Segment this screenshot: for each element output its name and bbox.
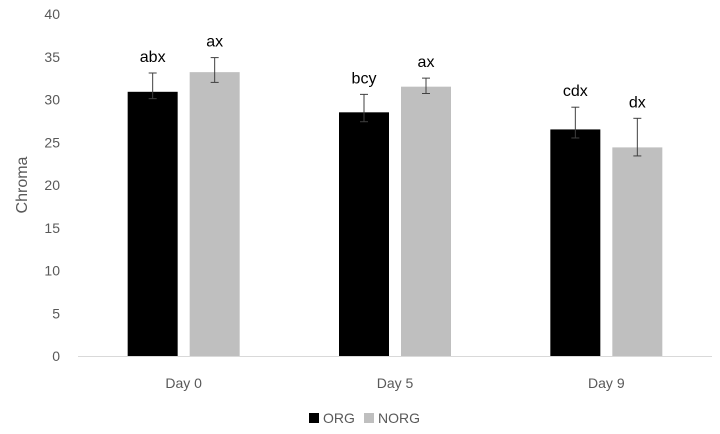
bar-norg-day-5 — [401, 86, 451, 357]
bar-org-day-0 — [127, 91, 178, 357]
y-tick-label: 5 — [52, 305, 60, 321]
error-bar — [633, 117, 642, 157]
error-bar — [571, 106, 580, 139]
y-axis-title: Chroma — [14, 156, 31, 213]
error-bars-group — [148, 57, 642, 157]
y-tick-label: 35 — [44, 49, 60, 65]
significance-label: dx — [629, 94, 646, 111]
legend-swatch-org — [309, 413, 319, 423]
significance-label: ax — [206, 34, 223, 51]
y-tick-label: 30 — [44, 92, 60, 108]
y-tick-label: 40 — [44, 6, 60, 22]
y-tick-label: 20 — [44, 177, 60, 193]
y-tick-label: 0 — [52, 348, 60, 364]
y-tick-label: 15 — [44, 220, 60, 236]
bar-norg-day-9 — [612, 147, 663, 356]
error-bar — [148, 72, 157, 100]
legend: ORG NORG — [309, 410, 420, 426]
bar-norg-day-0 — [189, 72, 240, 356]
significance-label: bcy — [352, 70, 377, 87]
bar-org-day-5 — [339, 112, 389, 356]
error-bar — [422, 77, 430, 95]
significance-label: abx — [140, 49, 166, 66]
y-tick-labels: 0 5 10 15 20 25 30 35 40 — [44, 6, 60, 364]
data-labels-group: abx ax bcy ax cdx dx — [140, 34, 646, 112]
x-tick-labels: Day 0 Day 5 Day 9 — [165, 375, 624, 391]
y-tick-label: 10 — [44, 263, 60, 279]
bars-group — [127, 72, 663, 357]
bar-org-day-9 — [550, 129, 601, 356]
x-tick-label: Day 0 — [165, 375, 202, 391]
error-bar — [360, 93, 368, 123]
significance-label: cdx — [563, 83, 588, 100]
x-tick-label: Day 9 — [588, 375, 625, 391]
significance-label: ax — [418, 54, 435, 71]
legend-label-org: ORG — [323, 410, 355, 426]
y-tick-label: 25 — [44, 134, 60, 150]
legend-label-norg: NORG — [378, 410, 420, 426]
x-tick-label: Day 5 — [377, 375, 414, 391]
legend-swatch-norg — [364, 413, 374, 423]
error-bar — [210, 57, 219, 83]
